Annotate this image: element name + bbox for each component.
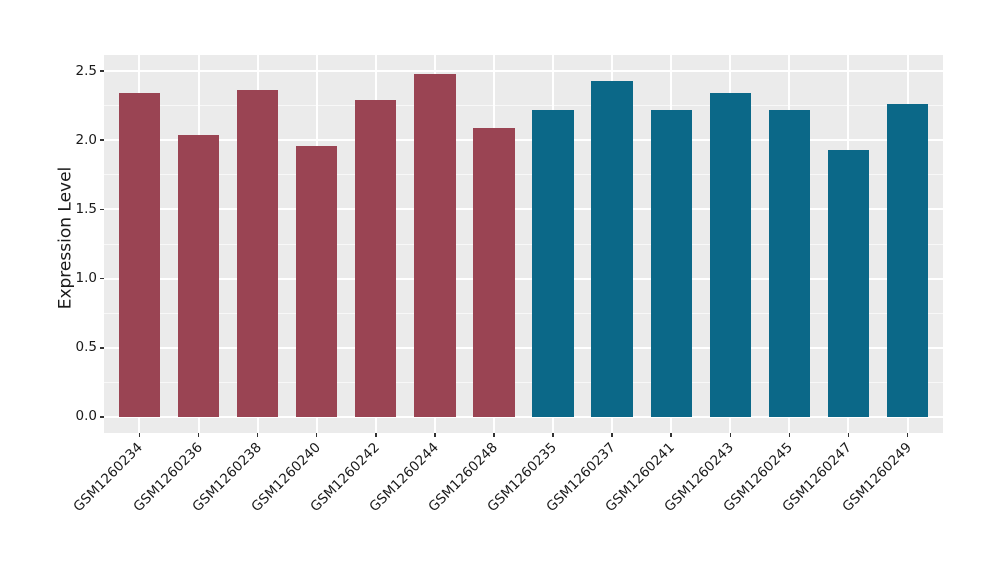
major-gridline xyxy=(104,277,943,280)
bar-GSM1260242 xyxy=(355,100,397,417)
y-tick-label: 0.5 xyxy=(75,339,97,356)
y-tick-mark xyxy=(100,277,104,280)
bar-GSM1260234 xyxy=(118,93,161,417)
x-tick-mark xyxy=(493,433,495,437)
x-tick-mark xyxy=(906,433,909,437)
bar-GSM1260248 xyxy=(473,127,515,417)
minor-gridline xyxy=(104,381,943,383)
y-axis-title: Expression Level xyxy=(55,166,76,310)
y-tick-label: 1.5 xyxy=(75,200,97,217)
y-tick-mark xyxy=(100,70,104,72)
y-tick-mark xyxy=(100,139,104,141)
minor-gridline xyxy=(104,312,943,314)
x-tick-mark xyxy=(670,433,672,437)
x-tick-mark xyxy=(315,433,318,437)
x-tick-mark xyxy=(434,433,436,437)
x-tick-mark xyxy=(611,433,613,437)
x-tick-mark xyxy=(788,433,791,437)
bar-GSM1260247 xyxy=(827,149,870,417)
bar-GSM1260245 xyxy=(768,109,811,417)
x-tick-mark xyxy=(197,433,200,437)
major-gridline xyxy=(104,139,943,142)
major-gridline xyxy=(104,346,943,349)
minor-gridline xyxy=(104,243,943,245)
minor-gridline xyxy=(104,174,943,176)
x-tick-mark xyxy=(138,433,141,437)
bar-GSM1260238 xyxy=(236,90,279,417)
y-tick-label: 2.5 xyxy=(75,62,97,79)
y-tick-mark xyxy=(100,347,104,349)
bar-GSM1260235 xyxy=(532,109,574,417)
x-tick-mark xyxy=(729,433,732,437)
bar-GSM1260243 xyxy=(709,93,751,417)
minor-gridline xyxy=(104,105,943,107)
plot-panel xyxy=(104,55,943,433)
major-gridline xyxy=(104,415,943,418)
y-tick-label: 1.0 xyxy=(75,270,97,287)
bar-GSM1260237 xyxy=(591,80,633,417)
bar-GSM1260244 xyxy=(414,73,456,417)
x-tick-mark xyxy=(256,433,259,437)
bar-GSM1260249 xyxy=(886,104,929,417)
bar-GSM1260241 xyxy=(650,109,692,417)
x-tick-mark xyxy=(847,433,850,437)
bar-GSM1260240 xyxy=(296,145,338,417)
y-tick-mark xyxy=(100,416,104,418)
bar-GSM1260236 xyxy=(177,134,220,417)
y-tick-mark xyxy=(100,208,104,211)
y-tick-label: 0.0 xyxy=(75,408,97,425)
major-gridline xyxy=(104,70,943,73)
major-gridline xyxy=(104,208,943,211)
y-tick-label: 2.0 xyxy=(75,131,97,148)
x-tick-mark xyxy=(552,433,554,437)
x-tick-mark xyxy=(375,433,377,437)
